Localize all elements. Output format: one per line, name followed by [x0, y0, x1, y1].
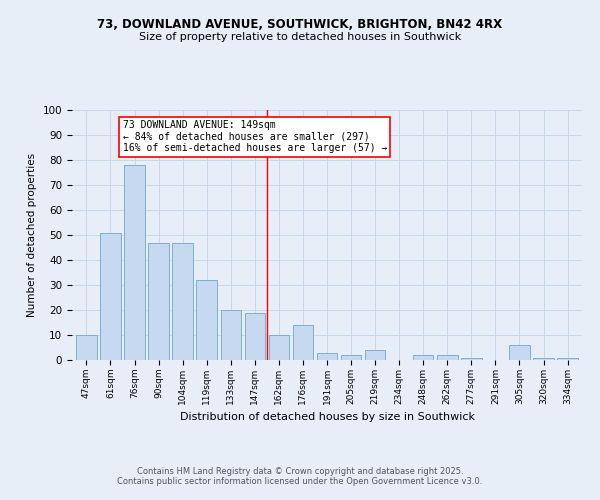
Text: 73, DOWNLAND AVENUE, SOUTHWICK, BRIGHTON, BN42 4RX: 73, DOWNLAND AVENUE, SOUTHWICK, BRIGHTON…: [97, 18, 503, 30]
Bar: [172, 242, 193, 360]
X-axis label: Distribution of detached houses by size in Southwick: Distribution of detached houses by size …: [179, 412, 475, 422]
Text: Contains HM Land Registry data © Crown copyright and database right 2025.: Contains HM Land Registry data © Crown c…: [137, 467, 463, 476]
Text: Contains public sector information licensed under the Open Government Licence v3: Contains public sector information licen…: [118, 477, 482, 486]
Y-axis label: Number of detached properties: Number of detached properties: [27, 153, 37, 317]
Text: 73 DOWNLAND AVENUE: 149sqm
← 84% of detached houses are smaller (297)
16% of sem: 73 DOWNLAND AVENUE: 149sqm ← 84% of deta…: [122, 120, 387, 153]
Bar: [245, 312, 265, 360]
Bar: [100, 232, 121, 360]
Bar: [317, 352, 337, 360]
Bar: [293, 325, 313, 360]
Bar: [413, 355, 433, 360]
Bar: [196, 280, 217, 360]
Bar: [533, 358, 554, 360]
Bar: [461, 358, 482, 360]
Bar: [269, 335, 289, 360]
Bar: [557, 358, 578, 360]
Bar: [221, 310, 241, 360]
Bar: [509, 345, 530, 360]
Text: Size of property relative to detached houses in Southwick: Size of property relative to detached ho…: [139, 32, 461, 42]
Bar: [341, 355, 361, 360]
Bar: [365, 350, 385, 360]
Bar: [124, 165, 145, 360]
Bar: [76, 335, 97, 360]
Bar: [437, 355, 458, 360]
Bar: [148, 242, 169, 360]
